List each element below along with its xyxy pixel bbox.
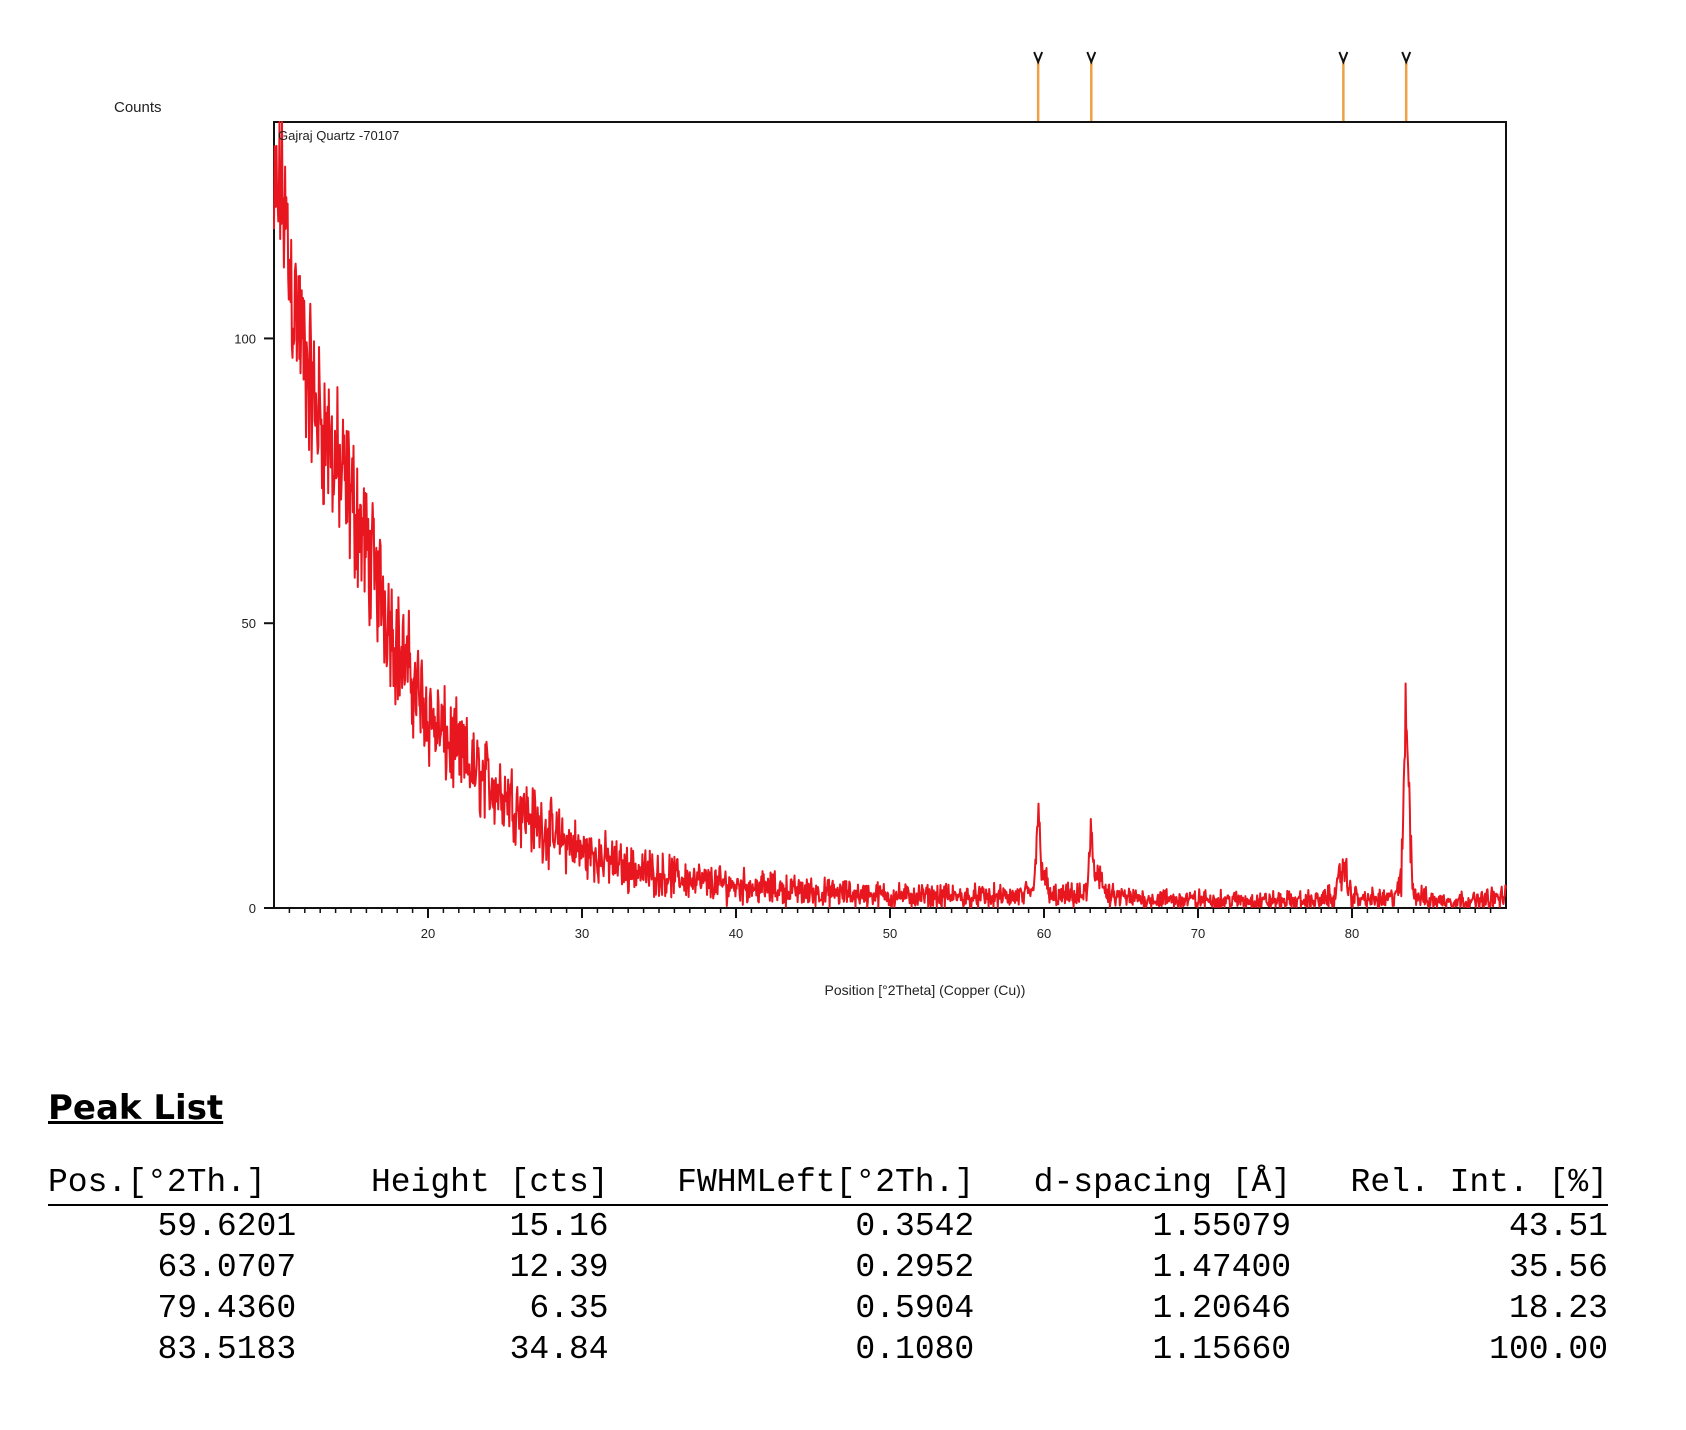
marker-chevron-icon — [1338, 51, 1349, 65]
cell-d-spacing: 1.55079 — [1152, 1208, 1292, 1245]
y-tick-label: 50 — [242, 616, 256, 631]
column-header-position: Pos.[°2Th.] — [48, 1160, 317, 1206]
cell-position: 83.5183 — [157, 1331, 297, 1368]
cell-position: 63.0707 — [157, 1249, 297, 1286]
y-tick-label: 0 — [249, 901, 256, 916]
cell-d-spacing: 1.15660 — [1152, 1331, 1292, 1368]
sample-label: Gajraj Quartz -70107 — [278, 128, 399, 143]
reference-peak-markers — [1033, 51, 1412, 122]
peak-table-header-row: Pos.[°2Th.] Height [cts] FWHMLeft[°2Th.]… — [48, 1160, 1608, 1206]
x-tick-label: 70 — [1191, 926, 1205, 941]
table-row: 79.4360 6.35 0.5904 1.20646 18.23 — [48, 1288, 1609, 1329]
xrd-chart: 20 30 40 50 60 70 80 0 50 100 Counts Position [°2… — [114, 51, 1507, 998]
cell-position: 79.4360 — [157, 1290, 297, 1327]
column-header-d-spacing: d-spacing [Å] — [974, 1160, 1292, 1206]
x-tick-label: 50 — [883, 926, 897, 941]
cell-d-spacing: 1.20646 — [1152, 1290, 1292, 1327]
cell-fwhm: 0.3542 — [855, 1208, 975, 1245]
column-header-rel-int: Rel. Int. [%] — [1291, 1160, 1608, 1206]
peak-list-heading: Peak List — [48, 1088, 224, 1128]
column-header-fwhm: FWHMLeft[°2Th.] — [608, 1160, 975, 1206]
table-row: 63.0707 12.39 0.2952 1.47400 35.56 — [48, 1247, 1609, 1288]
marker-chevron-icon — [1086, 51, 1097, 65]
cell-rel-int: 100.00 — [1489, 1331, 1608, 1368]
cell-fwhm: 0.2952 — [855, 1249, 975, 1286]
y-axis-label: Counts — [114, 99, 162, 116]
table-row: 83.5183 34.84 0.1080 1.15660 100.00 — [48, 1329, 1609, 1370]
peak-list-table: Pos.[°2Th.] Height [cts] FWHMLeft[°2Th.]… — [48, 1160, 1608, 1370]
cell-fwhm: 0.5904 — [855, 1290, 975, 1327]
axis-layer: 20 30 40 50 60 70 80 0 50 100 — [234, 331, 1492, 941]
marker-chevron-icon — [1033, 51, 1044, 65]
marker-chevron-icon — [1401, 51, 1412, 65]
x-tick-label: 20 — [421, 926, 435, 941]
diffraction-pattern-line — [273, 121, 1507, 908]
cell-position: 59.6201 — [157, 1208, 297, 1245]
y-tick-label: 100 — [234, 331, 256, 346]
data-layer — [273, 121, 1507, 908]
x-tick-label: 30 — [575, 926, 589, 941]
cell-rel-int: 43.51 — [1508, 1208, 1608, 1245]
x-tick-label: 80 — [1345, 926, 1359, 941]
table-row: 59.6201 15.16 0.3542 1.55079 43.51 — [48, 1205, 1609, 1247]
cell-rel-int: 35.56 — [1508, 1249, 1608, 1286]
cell-rel-int: 18.23 — [1508, 1290, 1608, 1327]
cell-height: 34.84 — [509, 1331, 609, 1368]
x-tick-label: 40 — [729, 926, 743, 941]
column-header-height: Height [cts] — [316, 1160, 609, 1206]
x-axis-label: Position [°2Theta] (Copper (Cu)) — [825, 982, 1026, 998]
cell-height: 15.16 — [509, 1208, 609, 1245]
cell-d-spacing: 1.47400 — [1152, 1249, 1292, 1286]
cell-height: 12.39 — [509, 1249, 609, 1286]
cell-height: 6.35 — [529, 1290, 609, 1327]
x-tick-label: 60 — [1037, 926, 1051, 941]
cell-fwhm: 0.1080 — [855, 1331, 975, 1368]
plot-frame — [273, 121, 1507, 909]
